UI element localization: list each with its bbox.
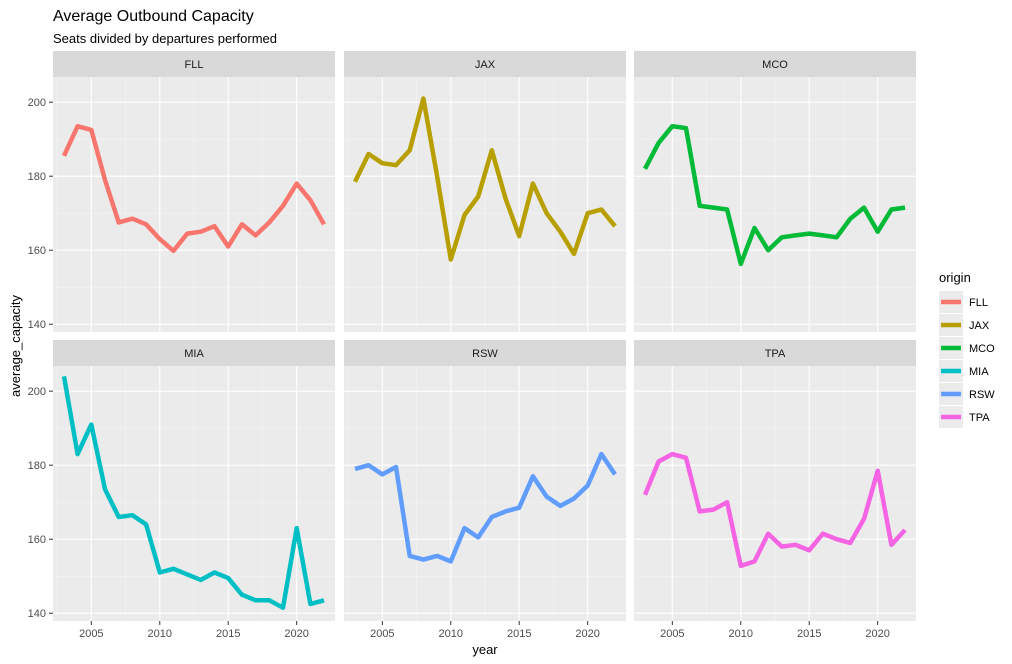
legend-label: TPA xyxy=(969,412,990,424)
x-tick-label: 2005 xyxy=(370,628,394,640)
facet-strip xyxy=(53,340,335,366)
chart-subtitle: Seats divided by departures performed xyxy=(53,31,277,46)
facet-panels: FLL 140 160 180 200 JAX MCO MIA 2005 2010 2015 2020… xyxy=(28,51,916,640)
legend-item-fll: FLL xyxy=(939,291,988,313)
facet-panel-mia: MIA 2005 2010 2015 2020 140 160 180 200 xyxy=(28,340,335,640)
series-line-tpa xyxy=(642,451,907,569)
legend-item-rsw: RSW xyxy=(939,383,995,405)
series-line-jax xyxy=(352,96,617,262)
facet-panel-mco: MCO xyxy=(634,51,916,332)
legend-label: RSW xyxy=(969,389,995,401)
facet-strip-label: RSW xyxy=(472,348,498,360)
y-axis-title: average_capacity xyxy=(8,295,23,397)
facet-strip xyxy=(634,340,916,366)
y-tick-label: 180 xyxy=(28,171,46,183)
x-tick-label: 2010 xyxy=(439,628,463,640)
chart-title: Average Outbound Capacity xyxy=(53,8,254,25)
series-line-rsw xyxy=(354,451,617,564)
legend-item-tpa: TPA xyxy=(939,406,990,428)
facet-panel-jax: JAX xyxy=(344,51,626,332)
x-tick-label: 2015 xyxy=(216,628,240,640)
facet-panel-rsw: RSW 2005 2010 2015 2020 xyxy=(344,340,626,640)
legend-item-mia: MIA xyxy=(939,360,989,382)
legend-title: origin xyxy=(939,270,971,285)
x-tick-label: 2005 xyxy=(79,628,103,640)
x-tick-label: 2020 xyxy=(575,628,599,640)
facet-panel-tpa: TPA 2005 2010 2015 2020 xyxy=(634,340,916,640)
x-tick-label: 2020 xyxy=(284,628,308,640)
x-tick-label: 2020 xyxy=(865,628,889,640)
facet-strip xyxy=(53,51,335,77)
y-tick-label: 180 xyxy=(28,460,46,472)
x-tick-label: 2015 xyxy=(507,628,531,640)
y-tick-label: 140 xyxy=(28,319,46,331)
facet-strip xyxy=(344,51,626,77)
y-tick-label: 200 xyxy=(28,97,46,109)
series-line-mco xyxy=(643,123,906,267)
facet-strip xyxy=(344,340,626,366)
legend: origin FLL JAX MCO MIA RSW TPA xyxy=(939,270,995,428)
facet-panel-fll: FLL 140 160 180 200 xyxy=(28,51,335,332)
y-tick-label: 160 xyxy=(28,534,46,546)
legend-label: MCO xyxy=(969,343,995,355)
y-tick-label: 140 xyxy=(28,608,46,620)
facet-strip-label: MIA xyxy=(184,348,204,360)
facet-strip xyxy=(634,51,916,77)
legend-label: JAX xyxy=(969,320,990,332)
facet-strip-label: MCO xyxy=(762,59,788,71)
series-line-mia xyxy=(61,376,325,610)
legend-item-mco: MCO xyxy=(939,337,995,359)
x-axis-title: year xyxy=(472,642,498,657)
legend-item-jax: JAX xyxy=(939,314,990,336)
series-line-fll xyxy=(61,123,326,254)
x-tick-label: 2015 xyxy=(797,628,821,640)
x-tick-label: 2010 xyxy=(148,628,172,640)
y-tick-label: 160 xyxy=(28,245,46,257)
legend-label: FLL xyxy=(969,297,988,309)
x-tick-label: 2010 xyxy=(729,628,753,640)
y-tick-label: 200 xyxy=(28,386,46,398)
facet-strip-label: JAX xyxy=(475,59,496,71)
legend-label: MIA xyxy=(969,366,989,378)
facet-strip-label: FLL xyxy=(185,59,204,71)
facet-strip-label: TPA xyxy=(765,348,786,360)
x-tick-label: 2005 xyxy=(660,628,684,640)
